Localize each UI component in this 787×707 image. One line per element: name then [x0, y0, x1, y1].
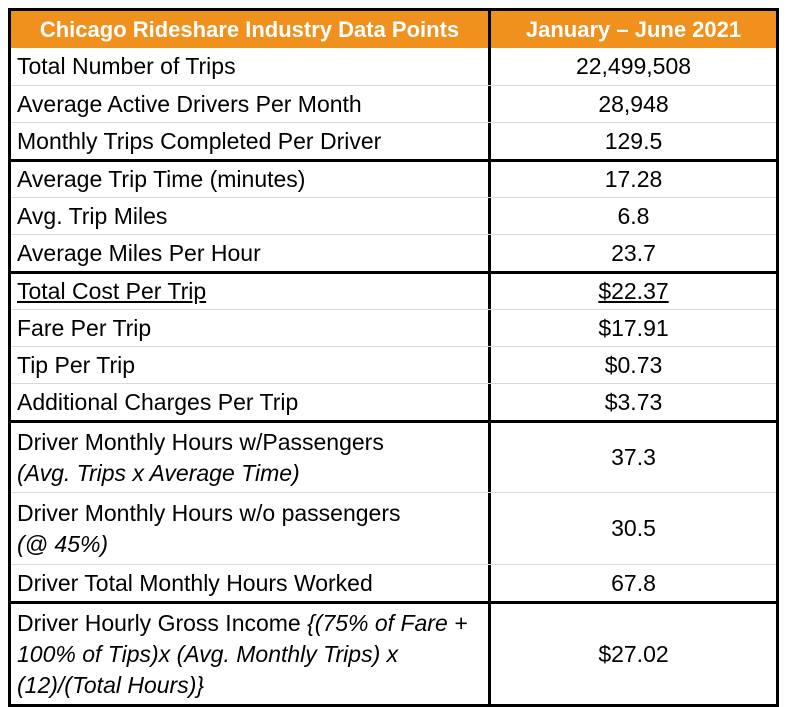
row-label-text: Average Miles Per Hour [17, 239, 261, 266]
table-row: Tip Per Trip $0.73 [11, 346, 776, 383]
row-value-text: 23.7 [611, 239, 656, 266]
table-row: Avg. Trip Miles 6.8 [11, 197, 776, 234]
row-label: Avg. Trip Miles [11, 198, 488, 234]
table-row: Driver Total Monthly Hours Worked 67.8 [11, 564, 776, 601]
row-label-formula-note: {(75% of Fare + 100% of Tips)x (Avg. Mon… [17, 609, 468, 698]
row-value: 22,499,508 [488, 48, 776, 85]
row-value-text: $22.37 [598, 278, 669, 304]
table-row: Average Active Drivers Per Month 28,948 [11, 85, 776, 122]
row-label-text: Avg. Trip Miles [17, 202, 168, 229]
row-label: Tip Per Trip [11, 347, 488, 383]
row-label: Driver Hourly Gross Income {(75% of Fare… [11, 604, 488, 704]
row-value: 23.7 [488, 235, 776, 271]
period-column-header: January – June 2021 [488, 11, 776, 48]
row-label-text: Additional Charges Per Trip [17, 388, 299, 415]
row-label-text: Total Cost Per Trip [17, 278, 207, 304]
row-value-text: 17.28 [604, 166, 663, 192]
row-label-text: Fare Per Trip [17, 314, 152, 341]
row-label: Driver Total Monthly Hours Worked [11, 565, 488, 601]
row-label-text: Driver Total Monthly Hours Worked [17, 569, 373, 596]
row-label-text: Driver Monthly Hours w/Passengers [17, 428, 384, 455]
row-value-text: $27.02 [598, 640, 669, 667]
row-value: 17.28 [488, 162, 776, 197]
row-value: 6.8 [488, 198, 776, 234]
table-row: Average Miles Per Hour 23.7 [11, 234, 776, 271]
row-value: $3.73 [488, 384, 776, 420]
row-label-formula-note: (@ 45%) [17, 530, 109, 557]
row-value: $17.91 [488, 310, 776, 346]
row-label-text: Driver Monthly Hours w/o passengers [17, 499, 401, 526]
row-label: Driver Monthly Hours w/o passengers (@ 45… [11, 493, 488, 564]
row-value-text: 22,499,508 [575, 53, 692, 79]
row-label: Average Active Drivers Per Month [11, 86, 488, 122]
row-value-text: $3.73 [604, 388, 663, 415]
table-row: Average Trip Time (minutes) 17.28 [11, 159, 776, 197]
row-value: $27.02 [488, 604, 776, 704]
row-value: 28,948 [488, 86, 776, 122]
row-label-text: Total Number of Trips [17, 53, 236, 79]
row-value: $22.37 [488, 274, 776, 309]
row-value: $0.73 [488, 347, 776, 383]
row-value-text: 28,948 [598, 90, 669, 117]
row-value: 37.3 [488, 423, 776, 492]
row-label: Average Miles Per Hour [11, 235, 488, 271]
row-label: Average Trip Time (minutes) [11, 162, 488, 197]
table-body: Total Number of Trips 22,499,508 Average A… [11, 48, 776, 704]
row-value-text: 67.8 [611, 569, 656, 596]
row-label: Fare Per Trip [11, 310, 488, 346]
row-label: Monthly Trips Completed Per Driver [11, 123, 488, 159]
row-value-text: $17.91 [598, 314, 669, 341]
table-title: Chicago Rideshare Industry Data Points [39, 16, 460, 42]
row-label-text: Average Trip Time (minutes) [17, 166, 306, 192]
row-label-formula-note: (Avg. Trips x Average Time) [17, 459, 300, 486]
row-value: 30.5 [488, 493, 776, 564]
row-value-text: 129.5 [604, 127, 663, 154]
table-row: Fare Per Trip $17.91 [11, 309, 776, 346]
rideshare-data-table: Chicago Rideshare Industry Data Points J… [8, 8, 779, 707]
row-label: Additional Charges Per Trip [11, 384, 488, 420]
table-row: Driver Hourly Gross Income {(75% of Fare… [11, 601, 776, 704]
row-value: 67.8 [488, 565, 776, 601]
row-label: Driver Monthly Hours w/Passengers (Avg. T… [11, 423, 488, 492]
row-label-text: Driver Hourly Gross Income [17, 609, 308, 636]
row-label-text: Tip Per Trip [17, 351, 136, 378]
row-value-text: $0.73 [604, 351, 663, 378]
table-row: Monthly Trips Completed Per Driver 129.5 [11, 122, 776, 159]
row-value-text: 6.8 [617, 202, 650, 229]
table-row: Total Cost Per Trip $22.37 [11, 271, 776, 309]
table-row: Additional Charges Per Trip $3.73 [11, 383, 776, 420]
table-header-row: Chicago Rideshare Industry Data Points J… [11, 11, 776, 48]
table-row: Driver Monthly Hours w/o passengers (@ 45… [11, 492, 776, 564]
row-label: Total Cost Per Trip [11, 274, 488, 309]
table-row: Driver Monthly Hours w/Passengers (Avg. T… [11, 420, 776, 492]
row-label-text: Monthly Trips Completed Per Driver [17, 127, 382, 154]
row-value: 129.5 [488, 123, 776, 159]
table-row: Total Number of Trips 22,499,508 [11, 48, 776, 85]
row-value-text: 37.3 [611, 444, 656, 470]
row-label: Total Number of Trips [11, 48, 488, 85]
row-value-text: 30.5 [611, 515, 656, 541]
row-label-text: Average Active Drivers Per Month [17, 90, 362, 117]
